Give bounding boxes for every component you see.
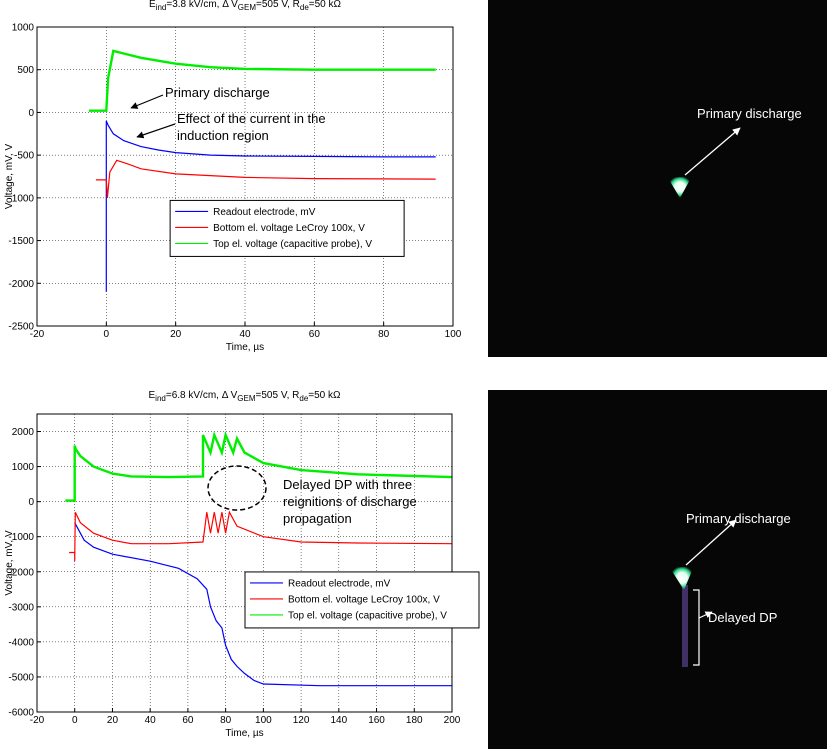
plot-area <box>37 27 453 326</box>
x-tick-label: 100 <box>445 329 462 340</box>
y-tick-label: -2000 <box>8 279 34 290</box>
title-part: GEM <box>237 394 256 403</box>
photo <box>488 0 827 357</box>
x-axis-label: Time, µs <box>225 728 263 739</box>
x-tick-label: 0 <box>72 715 78 726</box>
x-tick-label: 0 <box>104 329 110 340</box>
plot-area <box>37 414 452 712</box>
legend-label: Top el. voltage (capacitive probe), V <box>213 239 372 250</box>
y-tick-label: -2500 <box>8 322 34 333</box>
y-tick-label: 500 <box>17 65 34 76</box>
y-axis-label: Voltage, mV, V <box>4 144 15 210</box>
y-axis-label: Voltage, mV, V <box>4 530 15 596</box>
photo-label: Primary discharge <box>686 511 791 526</box>
y-tick-label: 1000 <box>12 23 35 34</box>
x-tick-label: 80 <box>220 715 232 726</box>
y-tick-label: -6000 <box>8 708 34 719</box>
delayed-dp-streak <box>682 585 688 667</box>
x-tick-label: 120 <box>293 715 310 726</box>
y-tick-label: 0 <box>28 497 34 508</box>
y-tick-label: -3000 <box>8 602 34 613</box>
photo-label: Delayed DP <box>708 610 777 625</box>
x-axis-label: Time, µs <box>226 342 264 353</box>
title-part: =50 kΩ <box>308 390 341 401</box>
annotation: reignitions of discharge <box>283 494 417 509</box>
y-tick-label: -500 <box>14 151 34 162</box>
x-tick-label: 100 <box>255 715 272 726</box>
legend-label: Readout electrode, mV <box>288 578 391 589</box>
y-tick-label: 0 <box>28 108 34 119</box>
title-part: GEM <box>238 3 257 12</box>
x-tick-label: 20 <box>170 329 182 340</box>
chart-title: Eind=6.8 kV/cm, Δ VGEM=505 V, Rde=50 kΩ <box>149 390 342 403</box>
title-part: =6.8 kV/cm, Δ V <box>166 390 238 401</box>
annotation: Primary discharge <box>165 85 270 100</box>
title-part: =505 V, R <box>256 0 300 10</box>
y-tick-label: -5000 <box>8 672 34 683</box>
legend-label: Bottom el. voltage LeCroy 100x, V <box>213 223 365 234</box>
x-tick-label: 140 <box>330 715 347 726</box>
legend-label: Readout electrode, mV <box>213 207 316 218</box>
y-tick-label: -1500 <box>8 236 34 247</box>
legend-label: Top el. voltage (capacitive probe), V <box>288 610 447 621</box>
figure: Primary discharge Primary discharge Dela… <box>0 0 827 749</box>
annotation: Delayed DP with three <box>283 477 412 492</box>
chart-title: Eind=3.8 kV/cm, Δ VGEM=505 V, Rde=50 kΩ <box>149 0 342 12</box>
title-part: ind <box>156 3 167 12</box>
title-part: =3.8 kV/cm, Δ V <box>166 0 238 10</box>
photo-label: Primary discharge <box>697 106 802 121</box>
x-tick-label: 180 <box>406 715 423 726</box>
legend-label: Bottom el. voltage LeCroy 100x, V <box>288 594 440 605</box>
y-tick-label: 2000 <box>12 427 35 438</box>
x-tick-label: 200 <box>444 715 461 726</box>
x-tick-label: 40 <box>145 715 157 726</box>
x-tick-label: 40 <box>239 329 251 340</box>
title-part: ind <box>155 394 166 403</box>
x-tick-label: 80 <box>378 329 390 340</box>
x-tick-label: 60 <box>309 329 321 340</box>
annotation: Effect of the current in the <box>177 111 326 126</box>
photo <box>488 390 827 749</box>
y-tick-label: -4000 <box>8 637 34 648</box>
x-tick-label: 20 <box>107 715 119 726</box>
x-tick-label: 160 <box>368 715 385 726</box>
annotation: induction region <box>177 128 269 143</box>
y-tick-label: 1000 <box>12 462 35 473</box>
title-part: =505 V, R <box>256 390 300 401</box>
annotation: propagation <box>283 511 352 526</box>
x-tick-label: 60 <box>182 715 194 726</box>
title-part: =50 kΩ <box>309 0 342 10</box>
